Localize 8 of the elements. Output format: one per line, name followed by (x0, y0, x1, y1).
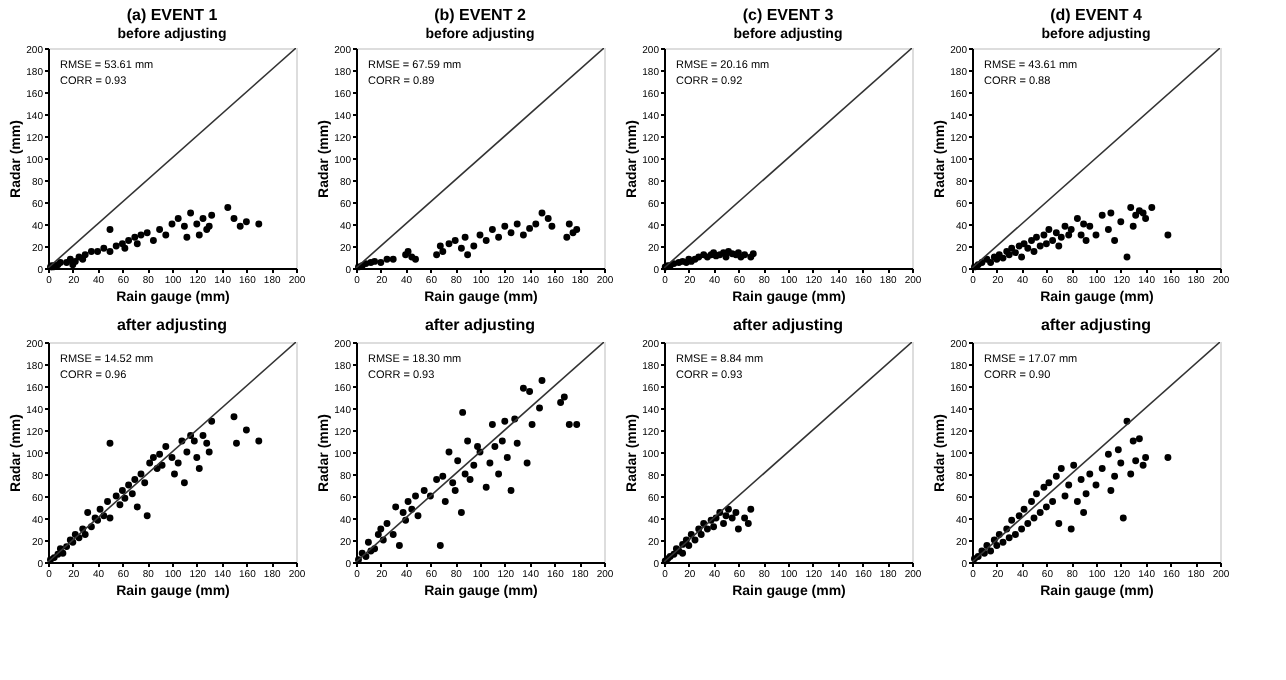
chart-title: after adjusting (1040, 316, 1152, 334)
chart-title: after adjusting (732, 316, 844, 334)
chart-title: (c) EVENT 3 (742, 6, 835, 24)
chart-title: (b) EVENT 2 (434, 6, 527, 24)
chart-title: (a) EVENT 1 (126, 6, 219, 24)
chart-title: after adjusting (424, 316, 536, 334)
chart-title: (d) EVENT 4 (1050, 6, 1143, 24)
chart-title: after adjusting (116, 316, 228, 334)
